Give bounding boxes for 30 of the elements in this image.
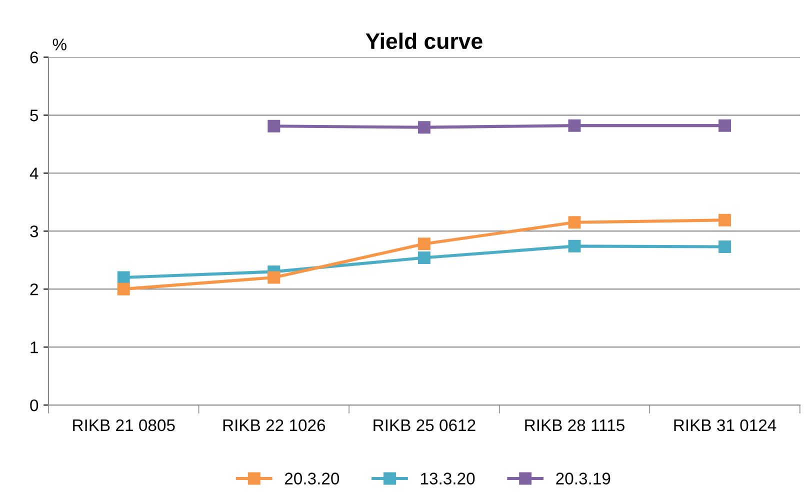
- x-tick-label: RIKB 28 1115: [525, 419, 624, 432]
- legend-label: 13.3.20: [421, 472, 475, 484]
- point: [268, 271, 280, 284]
- y-tick-label: 1: [30, 342, 38, 354]
- point: [568, 240, 581, 252]
- point: [568, 119, 581, 132]
- point: [268, 120, 280, 132]
- point: [418, 252, 430, 264]
- point: [568, 216, 581, 229]
- y-tick-label: 0: [30, 399, 38, 412]
- y-tick-label: 5: [30, 110, 38, 122]
- point: [718, 240, 732, 254]
- point: [418, 238, 430, 250]
- y-tick-label: 3: [30, 226, 38, 238]
- y-tick-label: 4: [30, 168, 38, 180]
- point: [117, 282, 130, 296]
- x-tick-label: RIKB 31 0124: [674, 419, 776, 432]
- legend-label: 20.3.19: [556, 472, 610, 484]
- x-tick-label: RIKB 21 0805: [73, 419, 175, 432]
- point: [718, 214, 732, 226]
- point: [418, 121, 430, 134]
- y-axis-title: %: [52, 38, 66, 50]
- legend-label: 20.3.20: [284, 472, 340, 484]
- x-tick-label: RIKB 25 0612: [374, 419, 476, 432]
- y-tick-label: 6: [30, 52, 38, 64]
- point: [117, 271, 130, 284]
- x-tick-label: RIKB 22 1026: [223, 419, 326, 432]
- y-tick-label: 2: [30, 283, 38, 296]
- chart-title: Yield curve: [366, 32, 482, 50]
- point: [718, 119, 732, 132]
